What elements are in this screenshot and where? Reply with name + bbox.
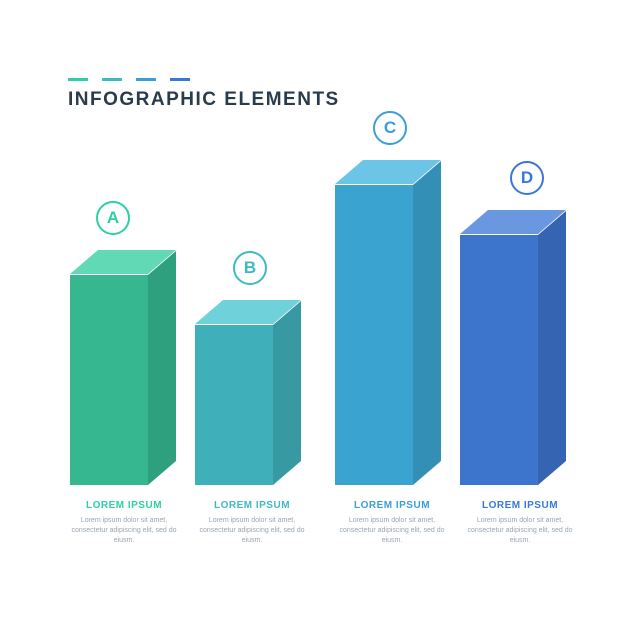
legend-dash [136,78,156,81]
caption-title: LOREM IPSUM [456,500,584,511]
bar-letter-badge: A [96,201,130,235]
legend-dash [68,78,88,81]
caption-text: Lorem ipsum dolor sit amet, consectetur … [456,516,584,545]
bar-face-top [195,300,301,325]
bar-face-front [335,185,413,485]
bar-chart-3d: ABCD [60,130,570,485]
bar-a: A [70,251,176,485]
bar-c: C [335,161,441,485]
bar-face-top [70,250,176,275]
bar-caption: LOREM IPSUM Lorem ipsum dolor sit amet, c… [60,500,188,545]
caption-text: Lorem ipsum dolor sit amet, consectetur … [60,516,188,545]
bar-caption: LOREM IPSUM Lorem ipsum dolor sit amet, c… [188,500,316,545]
bar-face-side [413,161,441,485]
legend-dash [102,78,122,81]
bar-letter-badge: D [510,161,544,195]
bar-face-top [335,160,441,185]
bar-letter-badge: C [373,111,407,145]
caption-title: LOREM IPSUM [188,500,316,511]
caption-title: LOREM IPSUM [60,500,188,511]
bar-face-front [195,325,273,485]
caption-text: Lorem ipsum dolor sit amet, consectetur … [188,516,316,545]
bar-face-front [460,235,538,485]
bar-face-front [70,275,148,485]
bar-face-side [538,211,566,485]
bar-face-top [460,210,566,235]
caption-title: LOREM IPSUM [328,500,456,511]
bar-face-side [148,251,176,485]
legend-dash [170,78,190,81]
bar-caption: LOREM IPSUM Lorem ipsum dolor sit amet, c… [456,500,584,545]
bar-letter-badge: B [233,251,267,285]
chart-header: INFOGRAPHIC ELEMENTS [68,78,340,111]
caption-text: Lorem ipsum dolor sit amet, consectetur … [328,516,456,545]
bar-d: D [460,211,566,485]
bar-caption: LOREM IPSUM Lorem ipsum dolor sit amet, c… [328,500,456,545]
legend-dashes [68,78,340,81]
chart-title: INFOGRAPHIC ELEMENTS [68,89,340,111]
bar-b: B [195,301,301,485]
bar-face-side [273,301,301,485]
